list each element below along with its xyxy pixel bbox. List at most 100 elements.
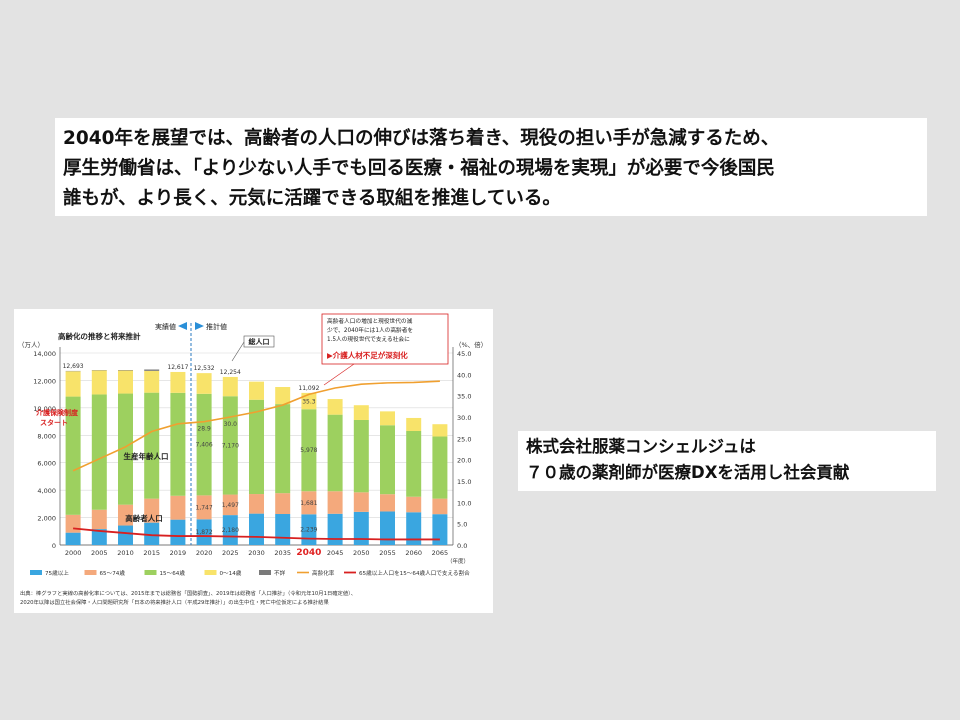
bar-segment — [196, 393, 212, 496]
bar-segment — [380, 511, 395, 545]
bar-segment — [222, 376, 238, 397]
bar-segment — [170, 371, 186, 393]
headline-line: 厚生労働省は、「より少ない人手でも回る医療・福祉の現場を実現」が必要で今後国民 — [63, 158, 775, 179]
headline-line: 誰もが、より長く、元気に活躍できる取組を推進している。 — [63, 188, 561, 209]
callout-line: 高齢者人口の増加と現役世代の減 — [327, 317, 413, 325]
legend-swatch — [144, 570, 157, 575]
x-tick-label: 2065 — [432, 549, 449, 557]
bar-segment — [301, 491, 317, 515]
x-tick-label: 2050 — [353, 549, 370, 557]
bar-segment — [406, 417, 422, 431]
legend-label: 不詳 — [274, 569, 286, 577]
bar-segment — [144, 498, 160, 523]
bar-segment — [327, 491, 343, 514]
legend-label: 75歳以上 — [45, 569, 69, 577]
x-tick-label: 2055 — [379, 549, 396, 557]
legend-label: 15～64歳 — [160, 569, 186, 577]
population-chart: 0 2,000 4,000 6,000 8,000 10,000 12,000 14,000 0… — [14, 309, 493, 613]
y2-tick-label: 25.0 — [457, 435, 471, 443]
bar-segment — [432, 514, 448, 545]
elderly-label: 高齢者人口 — [125, 513, 163, 523]
bar-segment — [406, 512, 422, 545]
source-line: 2020年以降は国立社会保障・人口問題研究所「日本の将来推計人口（平成29年推計… — [20, 598, 329, 606]
bar-value-label: 1,497 — [222, 502, 239, 509]
bar-segment — [301, 409, 317, 492]
y-tick-label: 14,000 — [33, 350, 56, 358]
bar-segment — [222, 515, 238, 545]
x-tick-label: 2060 — [405, 549, 422, 557]
bar-segment — [118, 370, 133, 394]
bar-segment — [353, 511, 369, 545]
x-tick-label: 2030 — [248, 549, 265, 557]
y-tick-label: 0 — [52, 542, 56, 550]
aging-rate-line — [72, 380, 440, 472]
chart-svg: 0 2,000 4,000 6,000 8,000 10,000 12,000 14,000 0… — [18, 313, 487, 606]
company-note-line: ７０歳の薬剤師が医療DXを活用し社会貢献 — [526, 463, 850, 482]
bar-segment — [327, 414, 343, 492]
working-age-label: 生産年齢人口 — [124, 451, 169, 461]
y-tick-label: 6,000 — [37, 460, 56, 468]
y-tick-label: 12,000 — [33, 377, 56, 385]
bar-value-label: 2,180 — [222, 527, 239, 534]
bar-segment — [91, 394, 107, 510]
bar-segment — [249, 399, 264, 495]
x-tick-label: 2020 — [196, 549, 213, 557]
x-tick-label: 2045 — [327, 549, 344, 557]
legend-swatch — [30, 570, 42, 575]
legend-label: 高齢化率 — [312, 569, 335, 577]
bar-segment — [196, 373, 212, 394]
bar-segment — [432, 436, 448, 499]
legend-swatch — [84, 570, 97, 575]
bar-segment — [249, 513, 264, 545]
chart-title: 高齢化の推移と将来推計 — [58, 331, 141, 341]
rate-value-label: 30.0 — [224, 421, 238, 428]
bar-segment — [65, 514, 81, 533]
y2-tick-label: 45.0 — [457, 350, 471, 358]
legend-label: 65～74歳 — [100, 569, 126, 577]
x-tick-label: 2040 — [296, 548, 321, 558]
bar-segment — [301, 514, 317, 545]
legend-swatch — [259, 570, 271, 575]
bar-segment — [118, 525, 133, 545]
bar-segment — [406, 496, 422, 513]
bar-segment — [65, 396, 81, 515]
bar-segment — [380, 425, 395, 495]
callout-leader — [323, 363, 355, 386]
bar-segment — [406, 430, 422, 497]
y2-axis-unit: （%、倍） — [455, 340, 487, 349]
x-tick-label: 2035 — [274, 549, 291, 557]
bar-segment — [380, 494, 395, 512]
x-tick-label: 2005 — [91, 549, 108, 557]
arrow-right-icon — [195, 322, 204, 330]
rate-value-label: 28.9 — [197, 426, 211, 433]
bar-segment — [249, 494, 264, 514]
bar-value-label: 5,978 — [300, 447, 317, 454]
bar-segment — [380, 411, 395, 426]
y-tick-label: 4,000 — [37, 487, 56, 495]
x-tick-label: 2025 — [222, 549, 239, 557]
bar-segment — [91, 370, 107, 395]
bar-segment — [301, 392, 317, 410]
total-label: 12,532 — [194, 365, 215, 372]
total-label: 12,617 — [167, 364, 188, 371]
y-tick-label: 8,000 — [37, 432, 56, 440]
bar-value-label: 1,681 — [300, 500, 317, 507]
legend-swatch — [204, 570, 217, 575]
total-population-leader — [231, 341, 245, 362]
bar-value-label: 2,239 — [300, 527, 317, 534]
y2-tick-label: 20.0 — [457, 457, 471, 465]
bar-segment — [353, 405, 369, 420]
bar-value-label: 7,406 — [196, 442, 213, 449]
rate-value-label: 35.3 — [302, 398, 316, 405]
bar-value-label: 1,747 — [196, 504, 213, 511]
company-note-line: 株式会社服薬コンシェルジュは — [526, 437, 756, 456]
bar-segment — [118, 504, 133, 526]
bar-segment — [144, 369, 160, 371]
y2-tick-label: 5.0 — [457, 521, 467, 529]
insurance-label: 介護保険制度 — [35, 408, 79, 417]
bar-segment — [91, 529, 107, 545]
total-label: 11,092 — [298, 385, 319, 392]
bar-segment — [196, 519, 212, 545]
total-label: 12,693 — [63, 363, 84, 370]
bar-segment — [144, 522, 160, 545]
